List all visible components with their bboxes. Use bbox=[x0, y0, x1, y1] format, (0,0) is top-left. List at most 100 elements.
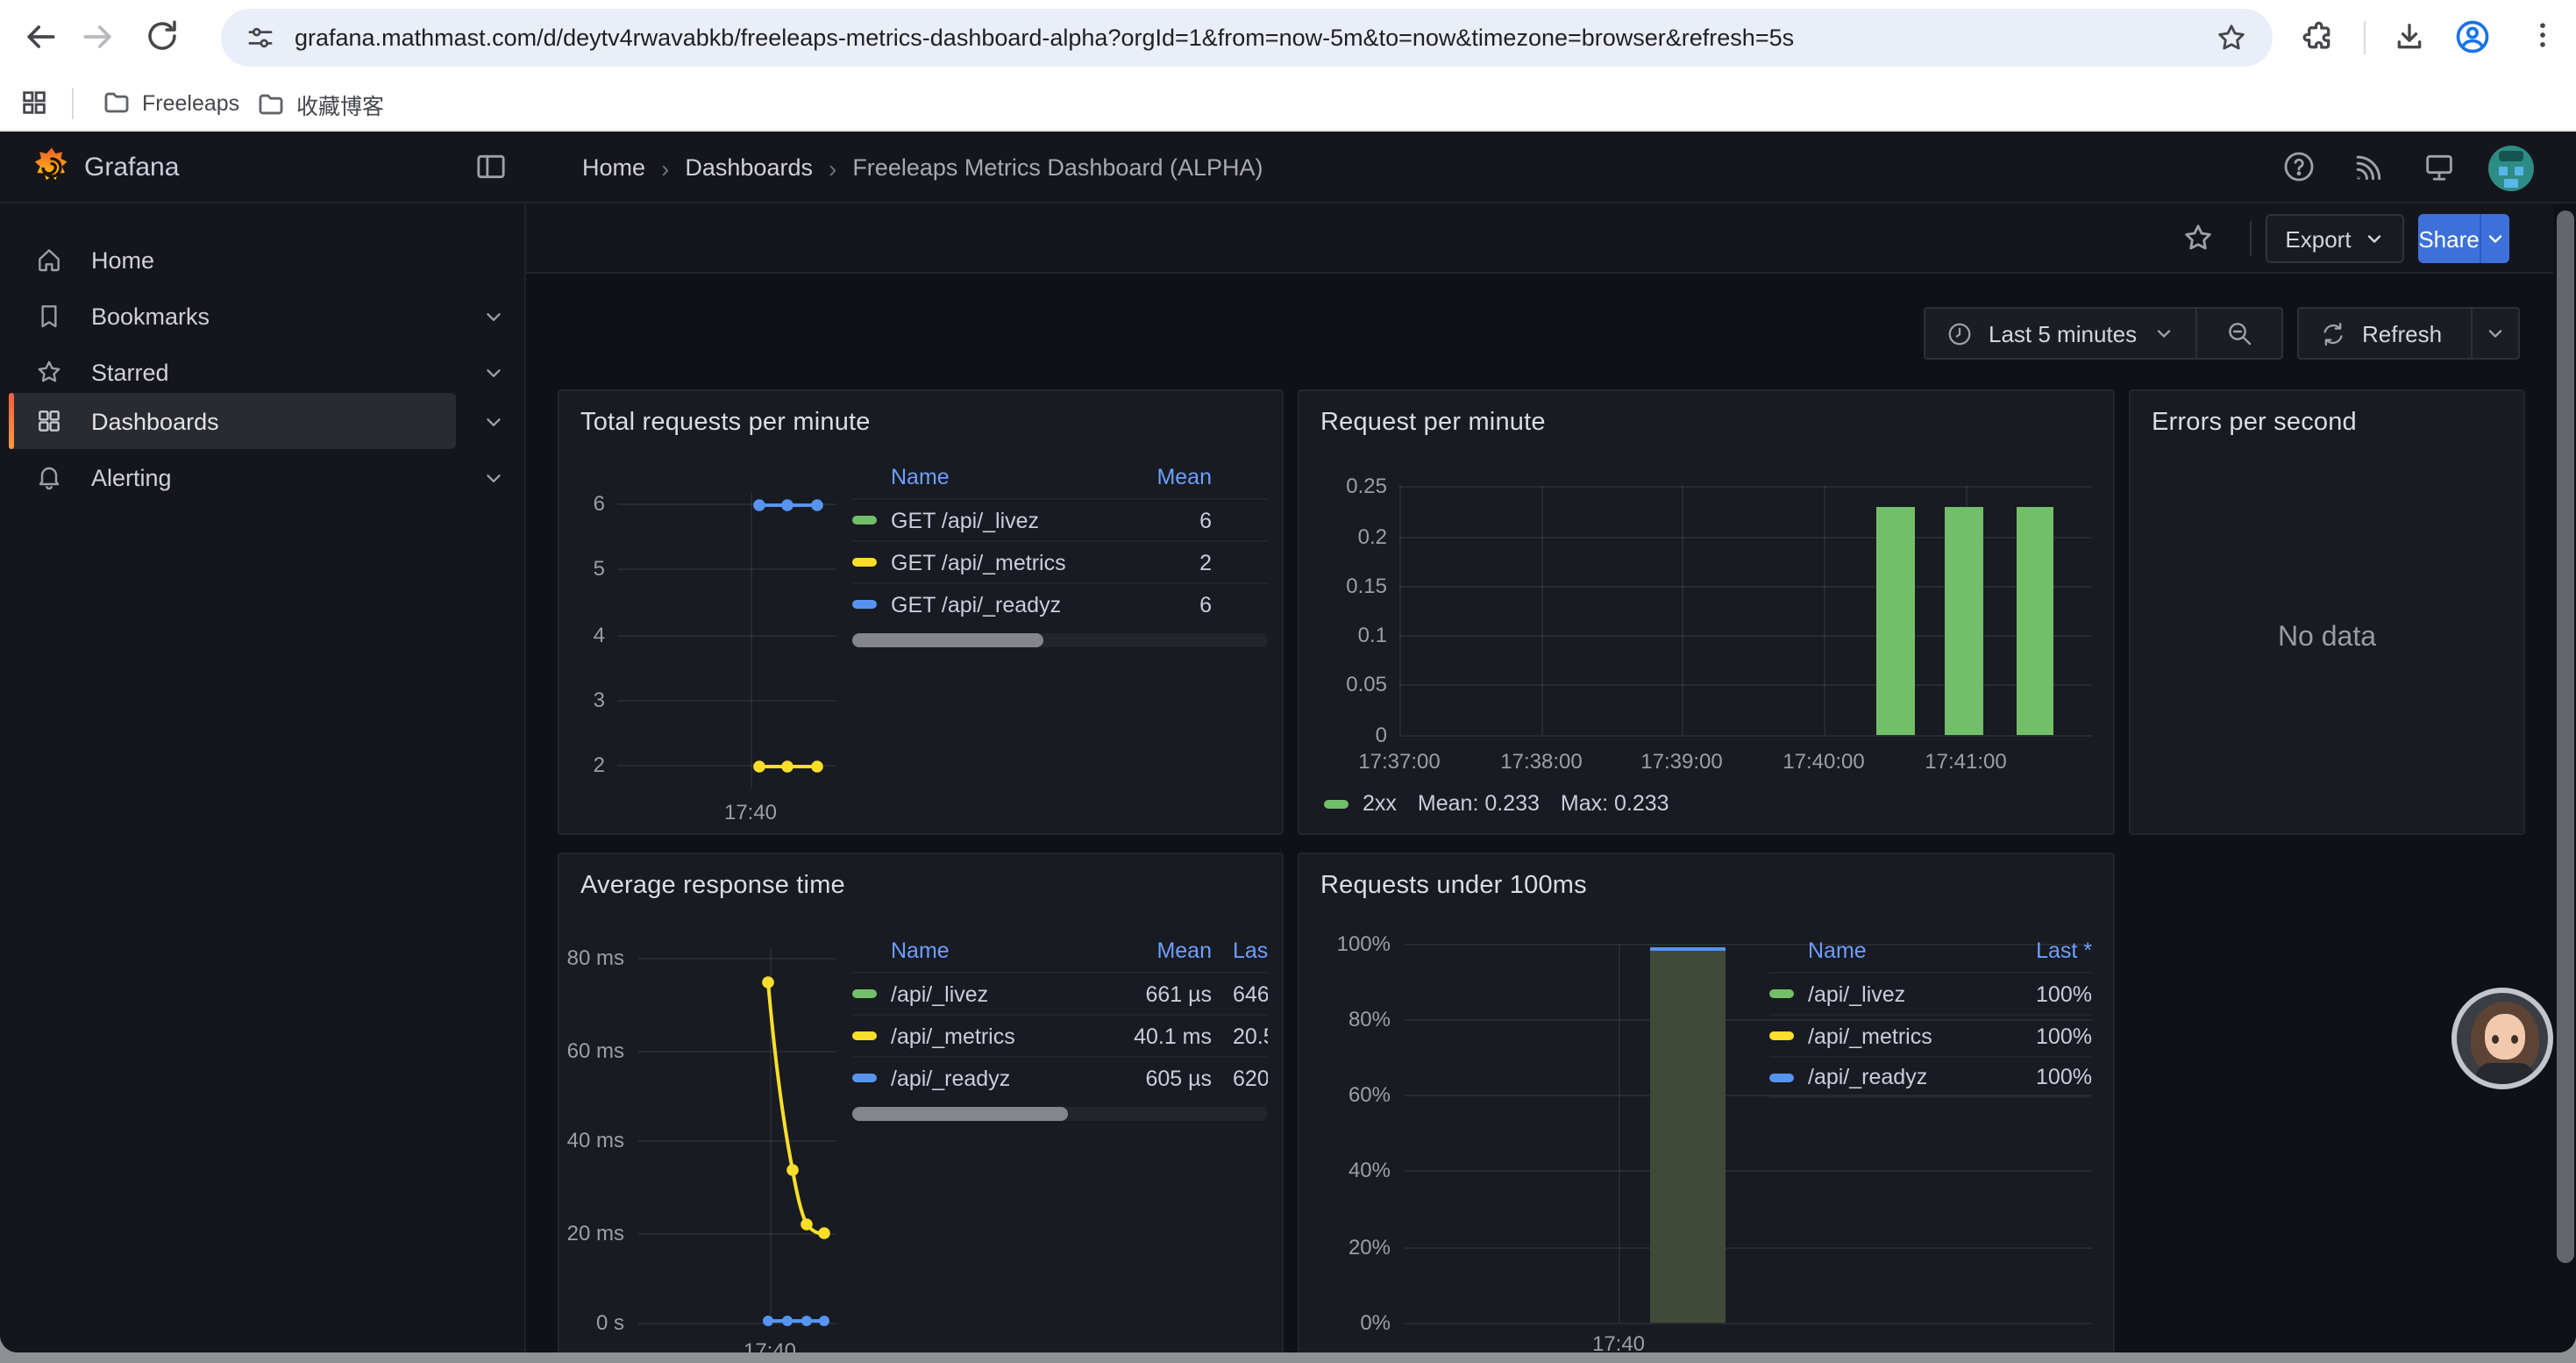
panel-legend: Name Mean GET /api/_livez6 GET /api/_met… bbox=[852, 456, 1268, 647]
y-tick: 60 ms bbox=[559, 1038, 624, 1063]
refresh-group: Refresh bbox=[2297, 307, 2520, 360]
share-menu-button[interactable] bbox=[2480, 214, 2509, 263]
chevron-down-icon bbox=[2364, 228, 2385, 249]
bookmarks-divider bbox=[72, 88, 74, 119]
bookmark-star-icon[interactable] bbox=[2215, 21, 2248, 54]
bar-under-100ms bbox=[1650, 947, 1726, 1323]
panel-requests-under-100ms[interactable]: Requests under 100ms 100% 80% 60% 40% 20… bbox=[1298, 853, 2115, 1352]
forward-icon[interactable] bbox=[79, 18, 117, 56]
mega-menu-toggle-icon[interactable] bbox=[473, 149, 509, 184]
apps-grid-icon[interactable] bbox=[19, 88, 49, 118]
profile-icon[interactable] bbox=[2453, 18, 2492, 56]
legend-scrollbar[interactable] bbox=[852, 633, 1268, 647]
y-tick: 0.25 bbox=[1308, 474, 1387, 498]
panel-legend: 2xx Mean: 0.233 Max: 0.233 bbox=[1324, 791, 1669, 816]
legend-row[interactable]: GET /api/_readyz6 bbox=[852, 582, 1268, 624]
legend-header-mean[interactable]: Mean bbox=[1101, 465, 1212, 489]
legend-row[interactable]: GET /api/_metrics2 bbox=[852, 540, 1268, 582]
panel-title[interactable]: Total requests per minute bbox=[580, 409, 871, 437]
legend-header-mean[interactable]: Mean bbox=[1101, 938, 1212, 963]
monitor-icon[interactable] bbox=[2422, 149, 2457, 184]
legend-row[interactable]: GET /api/_livez6 bbox=[852, 498, 1268, 540]
avatar-eye bbox=[2492, 1035, 2499, 1044]
breadcrumb-home[interactable]: Home bbox=[582, 154, 645, 181]
news-rss-icon[interactable] bbox=[2352, 151, 2385, 184]
legend-header-name[interactable]: Name bbox=[1808, 938, 2001, 963]
series-mean: Mean: 0.233 bbox=[1418, 791, 1540, 816]
panel-title[interactable]: Average response time bbox=[580, 872, 845, 900]
site-settings-icon[interactable] bbox=[246, 23, 275, 53]
chevron-down-icon[interactable] bbox=[2153, 323, 2174, 344]
panel-request-per-minute[interactable]: Request per minute 0.25 0.2 0.15 0.1 0.0… bbox=[1298, 389, 2115, 835]
panel-errors-per-second[interactable]: Errors per second No data bbox=[2129, 389, 2525, 835]
legend-scrollbar[interactable] bbox=[852, 1107, 1268, 1121]
url-text[interactable]: grafana.mathmast.com/d/deytv4rwavabkb/fr… bbox=[295, 25, 1794, 51]
x-tick: 17:39:00 bbox=[1620, 749, 1743, 774]
y-tick: 60% bbox=[1312, 1082, 1391, 1107]
sidebar-item-alerting[interactable]: Alerting bbox=[0, 449, 526, 505]
browser-menu-icon[interactable] bbox=[2525, 18, 2560, 53]
user-avatar[interactable] bbox=[2488, 146, 2534, 191]
panel-title[interactable]: Errors per second bbox=[2152, 409, 2357, 437]
sidebar-item-label: Alerting bbox=[91, 464, 172, 490]
x-tick: 17:41:00 bbox=[1904, 749, 2027, 774]
bookmark-label: Freeleaps bbox=[142, 90, 239, 115]
grafana-brand[interactable]: Grafana bbox=[84, 132, 179, 203]
downloads-icon[interactable] bbox=[2392, 19, 2427, 54]
legend-header-last[interactable]: Last * bbox=[2001, 938, 2092, 963]
y-tick: 3 bbox=[563, 688, 605, 712]
bookmark-label: 收藏博客 bbox=[296, 88, 384, 121]
y-tick: 0.2 bbox=[1308, 525, 1387, 549]
sidebar-item-bookmarks[interactable]: Bookmarks bbox=[0, 288, 526, 344]
home-icon bbox=[35, 246, 63, 274]
bookmark-folder-freeleaps[interactable]: Freeleaps bbox=[102, 88, 239, 118]
legend-row[interactable]: /api/_metrics40.1 ms20.5 m bbox=[852, 1014, 1268, 1056]
breadcrumb-current: Freeleaps Metrics Dashboard (ALPHA) bbox=[852, 154, 1263, 181]
panel-total-requests[interactable]: Total requests per minute 6 5 4 3 2 17:4… bbox=[558, 389, 1284, 835]
refresh-interval-chevron-icon[interactable] bbox=[2473, 323, 2518, 344]
omnibox[interactable]: grafana.mathmast.com/d/deytv4rwavabkb/fr… bbox=[221, 9, 2273, 67]
grafana-logo[interactable] bbox=[30, 146, 74, 189]
y-tick: 20 ms bbox=[559, 1221, 624, 1245]
legend-row[interactable]: /api/_readyz605 µs620 bbox=[852, 1056, 1268, 1098]
legend-row[interactable]: /api/_readyz100% bbox=[1769, 1056, 2092, 1098]
help-icon[interactable] bbox=[2281, 149, 2316, 184]
series-max: Max: 0.233 bbox=[1561, 791, 1669, 816]
y-tick: 0.15 bbox=[1308, 574, 1387, 598]
legend-header-last[interactable]: Last * bbox=[1233, 938, 1268, 963]
sidebar-item-home[interactable]: Home bbox=[0, 232, 526, 288]
panel-title[interactable]: Request per minute bbox=[1320, 409, 1546, 437]
series-name[interactable]: 2xx bbox=[1363, 791, 1397, 816]
chevron-down-icon[interactable] bbox=[482, 360, 505, 383]
back-icon[interactable] bbox=[21, 18, 60, 56]
bookmark-folder-blogs[interactable]: 收藏博客 bbox=[256, 88, 384, 121]
refresh-icon[interactable] bbox=[2320, 320, 2346, 346]
time-range-label[interactable]: Last 5 minutes bbox=[1989, 320, 2137, 346]
x-tick: 17:37:00 bbox=[1338, 749, 1461, 774]
panel-avg-response-time[interactable]: Average response time 80 ms 60 ms 40 ms … bbox=[558, 853, 1284, 1352]
bar-2xx bbox=[1876, 507, 1915, 735]
zoom-out-icon[interactable] bbox=[2196, 319, 2281, 347]
page-scrollbar-thumb[interactable] bbox=[2556, 211, 2573, 1263]
chevron-down-icon[interactable] bbox=[482, 466, 505, 489]
sidebar-item-label: Dashboards bbox=[91, 408, 219, 434]
sidebar-item-starred[interactable]: Starred bbox=[0, 344, 526, 400]
legend-header-name[interactable]: Name bbox=[891, 465, 1101, 489]
floating-assistant-avatar[interactable] bbox=[2451, 988, 2553, 1089]
extensions-icon[interactable] bbox=[2301, 19, 2336, 54]
favorite-star-icon[interactable] bbox=[2181, 221, 2215, 254]
breadcrumb-dashboards[interactable]: Dashboards bbox=[685, 154, 813, 181]
bar-2xx bbox=[2017, 507, 2053, 735]
export-button[interactable]: Export bbox=[2266, 214, 2404, 263]
refresh-label[interactable]: Refresh bbox=[2362, 320, 2442, 346]
chevron-down-icon[interactable] bbox=[482, 410, 505, 432]
panel-title[interactable]: Requests under 100ms bbox=[1320, 872, 1587, 900]
legend-row[interactable]: /api/_livez100% bbox=[1769, 972, 2092, 1014]
sidebar-item-dashboards[interactable]: Dashboards bbox=[0, 393, 526, 449]
share-button[interactable]: Share bbox=[2418, 214, 2480, 263]
legend-row[interactable]: /api/_livez661 µs646 bbox=[852, 972, 1268, 1014]
legend-header-name[interactable]: Name bbox=[891, 938, 1101, 963]
reload-icon[interactable] bbox=[144, 18, 181, 54]
legend-row[interactable]: /api/_metrics100% bbox=[1769, 1014, 2092, 1056]
chevron-down-icon[interactable] bbox=[482, 304, 505, 327]
